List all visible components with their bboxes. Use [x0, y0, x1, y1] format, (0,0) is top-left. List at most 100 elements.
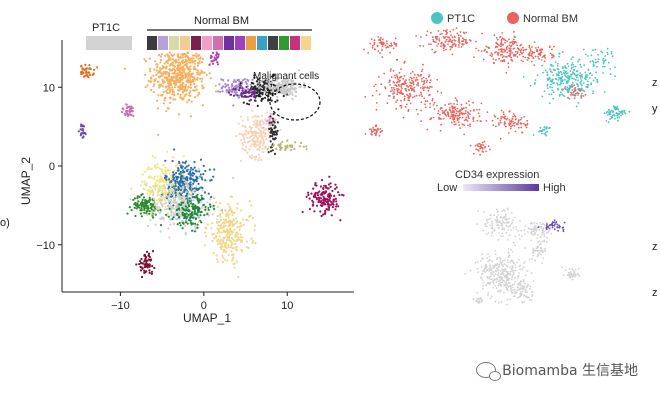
sample-umap-point — [434, 51, 437, 53]
sample-umap-point — [432, 104, 435, 106]
umap-point — [241, 236, 244, 239]
umap-point — [191, 54, 195, 57]
umap-point — [164, 159, 167, 162]
sample-umap-point — [521, 131, 524, 134]
umap-point — [200, 69, 203, 72]
umap-point — [331, 189, 334, 192]
sample-umap-point — [513, 31, 515, 33]
cd34-umap-point — [487, 232, 490, 234]
sample-umap-point — [426, 100, 429, 103]
umap-point — [193, 78, 197, 81]
cd34-umap-point — [555, 221, 557, 224]
cd34-umap-point — [484, 225, 487, 228]
cd34-umap-point — [573, 275, 576, 278]
sample-umap-point — [406, 85, 409, 88]
umap-point — [262, 142, 265, 145]
sample-umap-point — [505, 118, 508, 121]
umap-point — [179, 61, 182, 64]
umap-point — [164, 90, 167, 93]
cd34-umap-point — [489, 217, 492, 220]
umap-point — [273, 133, 276, 136]
cd34-umap-point — [518, 233, 521, 236]
sample-umap-point — [424, 86, 426, 88]
umap-point — [220, 78, 223, 81]
sample-umap-point — [503, 55, 505, 57]
sample-umap-point — [492, 58, 495, 60]
umap-point — [264, 135, 267, 138]
umap-point — [250, 126, 253, 129]
umap-point — [287, 79, 290, 82]
umap-point — [171, 218, 174, 221]
umap-point — [150, 213, 153, 216]
sample-umap-point — [447, 112, 450, 115]
sample-umap-point — [420, 93, 423, 95]
umap-point — [227, 86, 230, 89]
umap-point — [178, 69, 181, 73]
umap-point — [231, 90, 234, 93]
umap-point — [257, 132, 260, 135]
umap-point — [167, 215, 170, 218]
umap-point — [179, 209, 183, 212]
umap-point — [188, 197, 191, 200]
umap-point — [140, 257, 143, 261]
sample-umap-point — [558, 55, 560, 58]
sample-umap-point — [557, 79, 560, 81]
umap-point — [238, 89, 241, 92]
umap-point — [250, 237, 253, 240]
umap-point — [256, 148, 259, 151]
sample-umap-point — [514, 118, 517, 121]
umap-point — [280, 146, 283, 149]
cd34-umap-point — [503, 263, 506, 266]
watermark-text: Biomamba 生信基地 — [502, 363, 638, 379]
umap-point — [290, 78, 293, 82]
umap-point — [178, 194, 181, 197]
umap-point — [284, 93, 287, 96]
umap-point — [209, 198, 212, 201]
cd34-umap-point — [514, 266, 517, 269]
sample-umap-point — [386, 42, 388, 45]
sample-umap-point — [519, 51, 522, 53]
sample-umap-point — [531, 50, 534, 53]
umap-point — [189, 115, 193, 118]
cd34-umap-point — [526, 231, 529, 233]
umap-point — [244, 133, 247, 136]
cd34-umap-point — [506, 284, 509, 287]
cd34-umap-point — [508, 252, 510, 255]
cd34-umap-point — [549, 223, 552, 226]
sample-umap-point — [392, 47, 395, 50]
umap-point — [189, 65, 192, 68]
cd34-umap-point — [501, 235, 504, 238]
umap-point — [192, 182, 195, 185]
cd34-umap-point — [526, 286, 528, 288]
sample-umap-point — [489, 54, 492, 57]
legend-swatch-pt1c — [431, 12, 443, 24]
cd34-umap-point — [490, 269, 493, 272]
sample-umap-point — [393, 92, 396, 94]
umap-point — [227, 254, 230, 257]
cd34-umap-point — [522, 280, 525, 283]
umap-point — [208, 203, 212, 206]
sample-umap-point — [510, 45, 512, 48]
sample-umap-point — [508, 47, 511, 50]
cd34-umap-point — [509, 270, 512, 273]
sample-umap-point — [608, 113, 611, 116]
umap-point — [138, 206, 141, 209]
sample-umap-point — [613, 105, 615, 108]
cd34-umap-point — [494, 273, 497, 275]
malignant-cells-outline — [269, 83, 321, 121]
umap-point — [220, 87, 223, 90]
sample-umap-point — [512, 112, 515, 115]
umap-point — [334, 187, 337, 190]
sample-umap-point — [592, 79, 595, 82]
cd34-umap-point — [489, 297, 492, 300]
sample-umap-point — [556, 74, 558, 77]
sample-umap-point — [505, 125, 507, 128]
umap-point — [176, 213, 179, 216]
sample-umap-point — [543, 55, 546, 58]
sample-umap-point — [534, 55, 537, 58]
umap-point — [174, 191, 177, 194]
umap-point — [178, 77, 181, 80]
sample-umap-point — [529, 84, 532, 87]
umap-point — [221, 90, 224, 93]
sample-umap-point — [409, 76, 412, 79]
